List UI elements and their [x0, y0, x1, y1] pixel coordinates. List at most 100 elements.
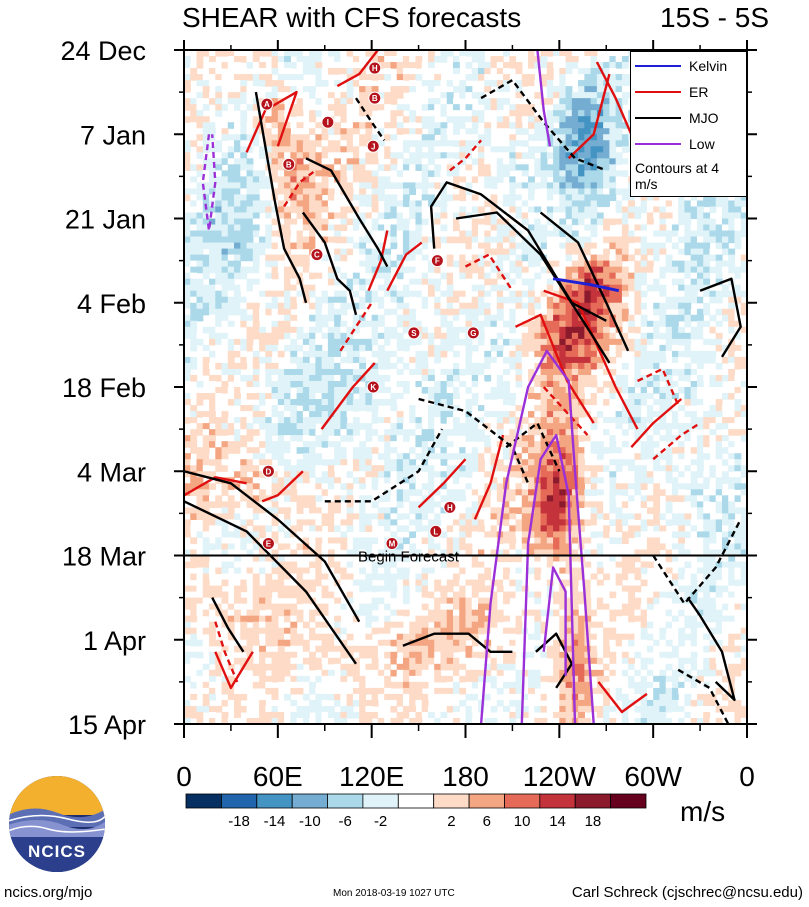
heat-cell	[515, 140, 523, 147]
heat-cell	[421, 374, 429, 382]
heat-cell	[315, 399, 323, 406]
heat-cell	[240, 453, 248, 460]
heat-cell	[709, 350, 717, 358]
heat-cell	[478, 374, 485, 382]
heat-cell	[478, 338, 485, 346]
heat-cell	[196, 110, 204, 117]
heat-cell	[227, 266, 235, 274]
heat-cell	[302, 68, 310, 75]
heat-cell	[315, 50, 323, 57]
heat-cell	[265, 110, 273, 117]
heat-cell	[234, 182, 241, 190]
heat-cell	[696, 272, 704, 280]
heat-cell	[671, 447, 679, 454]
heat-cell	[277, 170, 285, 177]
heat-cell	[609, 447, 617, 454]
heat-cell	[334, 218, 341, 226]
heat-cell	[309, 122, 316, 129]
heat-cell	[246, 194, 254, 202]
heat-cell	[615, 188, 623, 196]
heat-cell	[565, 356, 573, 364]
heat-cell	[621, 266, 629, 274]
heat-cell	[703, 290, 711, 298]
heat-cell	[496, 393, 504, 400]
heat-cell	[496, 302, 504, 310]
heat-cell	[309, 362, 316, 370]
heat-cell	[546, 399, 554, 406]
heat-cell	[503, 399, 510, 406]
heat-cell	[584, 98, 592, 105]
heat-cell	[484, 423, 492, 430]
heat-cell	[440, 248, 448, 256]
heat-cell	[190, 158, 198, 165]
heat-cell	[521, 447, 529, 454]
heat-cell	[265, 417, 273, 424]
heat-cell	[740, 218, 747, 226]
heat-cell	[327, 224, 335, 232]
heat-cell	[246, 374, 254, 382]
heat-cell	[371, 158, 379, 165]
heat-cell	[402, 266, 410, 274]
heat-cell	[440, 405, 448, 412]
heat-cell	[478, 224, 485, 232]
heat-cell	[528, 429, 535, 436]
heat-cell	[209, 146, 216, 153]
heat-cell	[584, 188, 592, 196]
heat-cell	[740, 200, 747, 208]
heat-cell	[390, 236, 398, 244]
heat-cell	[496, 92, 504, 99]
heat-cell	[271, 116, 279, 123]
heat-cell	[246, 417, 254, 424]
heat-cell	[240, 320, 248, 328]
heat-cell	[327, 290, 335, 298]
heat-cell	[546, 374, 554, 382]
heat-cell	[553, 393, 560, 400]
heat-cell	[321, 128, 329, 135]
heat-cell	[265, 128, 273, 135]
heat-cell	[571, 182, 579, 190]
heat-cell	[515, 290, 523, 298]
heat-cell	[628, 332, 635, 340]
heat-cell	[496, 296, 504, 304]
heat-cell	[628, 453, 635, 460]
heat-cell	[465, 314, 473, 322]
heat-cell	[603, 429, 610, 436]
heat-cell	[290, 152, 298, 159]
heat-cell	[184, 260, 191, 268]
heat-cell	[459, 176, 467, 183]
heat-cell	[546, 200, 554, 208]
heat-cell	[715, 374, 723, 382]
heat-cell	[596, 374, 604, 382]
heat-cell	[440, 122, 448, 129]
heat-cell	[302, 284, 310, 292]
heat-cell	[321, 441, 329, 448]
heat-cell	[421, 206, 429, 214]
heat-cell	[427, 242, 435, 250]
heat-cell	[609, 110, 617, 117]
heat-cell	[246, 98, 254, 105]
heat-cell	[209, 224, 216, 232]
heat-cell	[315, 453, 323, 460]
heat-cell	[640, 314, 648, 322]
heat-cell	[252, 302, 260, 310]
heat-cell	[221, 230, 229, 238]
heat-cell	[309, 459, 316, 466]
heat-cell	[296, 344, 304, 352]
heat-cell	[671, 356, 679, 364]
heat-cell	[584, 56, 592, 63]
heat-cell	[553, 344, 560, 352]
heat-cell	[315, 435, 323, 442]
heat-cell	[540, 405, 548, 412]
heat-cell	[427, 302, 435, 310]
heat-cell	[402, 182, 410, 190]
heat-cell	[696, 260, 704, 268]
heat-cell	[584, 74, 592, 81]
heat-cell	[446, 447, 454, 454]
heat-cell	[284, 80, 291, 87]
heat-cell	[659, 314, 667, 322]
heat-cell	[659, 393, 667, 400]
heat-cell	[590, 158, 598, 165]
heat-cell	[446, 453, 454, 460]
heat-cell	[459, 140, 467, 147]
heat-cell	[571, 98, 579, 105]
